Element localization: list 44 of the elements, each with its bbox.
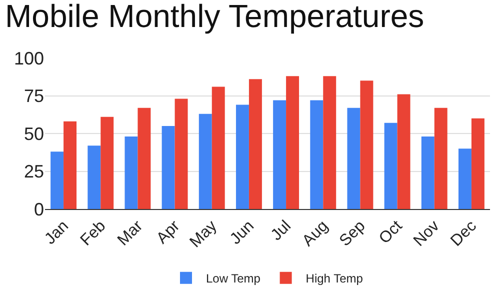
legend-label: Low Temp	[206, 272, 261, 286]
bar	[212, 86, 225, 209]
legend-label: High Temp	[306, 272, 364, 286]
y-tick-label: 50	[24, 124, 44, 144]
bar	[360, 80, 374, 209]
bar	[471, 118, 484, 209]
x-tick-label: Jul	[268, 218, 295, 244]
x-tick-label: Apr	[154, 217, 184, 248]
y-tick-label: 75	[24, 86, 44, 106]
bar	[434, 108, 448, 209]
y-tick-label: 25	[24, 162, 44, 182]
x-tick-label: May	[186, 218, 220, 252]
bar	[273, 100, 286, 209]
bar	[174, 98, 188, 209]
x-tick-label: Feb	[78, 218, 110, 250]
bar	[458, 148, 472, 209]
bar	[323, 76, 336, 209]
x-tick-label: Dec	[448, 218, 480, 250]
bar	[100, 116, 114, 209]
bar	[138, 108, 151, 209]
bar	[248, 79, 262, 209]
x-tick-label: Jun	[227, 218, 258, 248]
bar	[347, 108, 360, 209]
y-tick-label: 0	[34, 199, 44, 220]
x-tick-label: Aug	[299, 218, 332, 250]
chart-title: Mobile Monthly Temperatures	[5, 0, 424, 34]
bar	[162, 126, 175, 209]
bar	[124, 136, 138, 209]
x-tick-label: Oct	[376, 217, 406, 248]
bar	[421, 136, 434, 209]
bar	[397, 94, 410, 209]
x-tick-label: Jan	[42, 218, 72, 248]
bar	[286, 76, 300, 209]
bar	[198, 114, 212, 209]
x-tick-label: Mar	[114, 217, 147, 250]
bar	[236, 104, 249, 209]
bar	[64, 121, 77, 209]
bar	[384, 122, 398, 209]
x-tick-label: Sep	[336, 218, 369, 250]
x-tick-label: Nov	[410, 218, 443, 250]
bar	[50, 152, 64, 209]
bar	[310, 100, 324, 209]
bar	[88, 146, 101, 209]
y-tick-label: 100	[14, 48, 44, 68]
